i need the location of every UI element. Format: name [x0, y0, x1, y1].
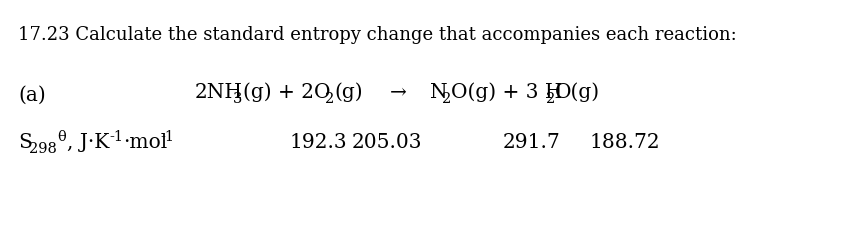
Text: 192.3: 192.3	[290, 133, 348, 152]
Text: -1: -1	[109, 130, 123, 144]
Text: 188.72: 188.72	[590, 133, 661, 152]
Text: 3: 3	[233, 92, 243, 106]
Text: →: →	[390, 83, 407, 102]
Text: 205.03: 205.03	[352, 133, 422, 152]
Text: 2: 2	[325, 92, 334, 106]
Text: 291.7: 291.7	[503, 133, 561, 152]
Text: N: N	[430, 83, 448, 102]
Text: 2: 2	[442, 92, 451, 106]
Text: 2NH: 2NH	[195, 83, 243, 102]
Text: O(g): O(g)	[555, 82, 600, 102]
Text: O(g) + 3 H: O(g) + 3 H	[451, 82, 562, 102]
Text: 298: 298	[29, 142, 57, 156]
Text: (g): (g)	[334, 82, 363, 102]
Text: (a): (a)	[18, 86, 46, 105]
Text: 2: 2	[546, 92, 555, 106]
Text: S: S	[18, 133, 32, 152]
Text: -1: -1	[160, 130, 174, 144]
Text: ·mol: ·mol	[123, 133, 167, 152]
Text: 17.23 Calculate the standard entropy change that accompanies each reaction:: 17.23 Calculate the standard entropy cha…	[18, 26, 737, 44]
Text: , J·K: , J·K	[67, 133, 109, 152]
Text: (g) + 2O: (g) + 2O	[243, 82, 331, 102]
Text: θ: θ	[57, 130, 66, 144]
